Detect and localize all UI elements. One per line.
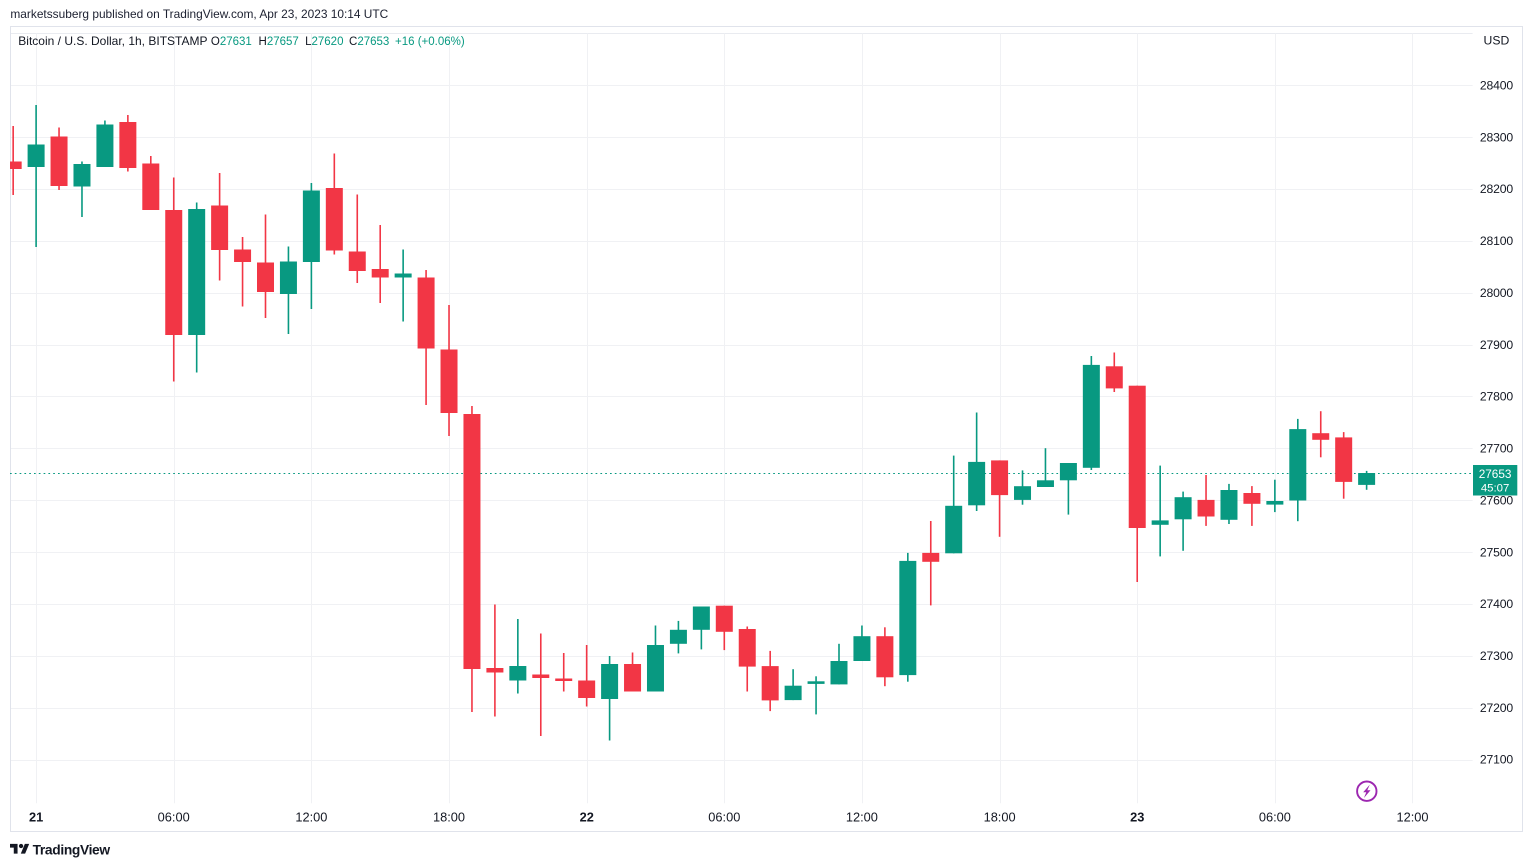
svg-text:27653: 27653 — [1479, 467, 1512, 481]
svg-text:27700: 27700 — [1480, 442, 1514, 456]
svg-text:23: 23 — [1130, 810, 1144, 825]
svg-text:06:00: 06:00 — [708, 810, 740, 825]
svg-text:28100: 28100 — [1480, 234, 1514, 248]
svg-text:27100: 27100 — [1480, 753, 1514, 767]
svg-text:18:00: 18:00 — [433, 810, 465, 825]
svg-text:USD: USD — [1484, 34, 1510, 48]
svg-text:O27631: O27631 — [211, 36, 252, 48]
svg-text:21: 21 — [29, 810, 43, 825]
svg-text:12:00: 12:00 — [295, 810, 327, 825]
svg-text:27900: 27900 — [1480, 338, 1514, 352]
svg-text:marketssuberg published on Tra: marketssuberg published on TradingView.c… — [10, 7, 388, 21]
svg-text:27800: 27800 — [1480, 390, 1514, 404]
svg-text:27500: 27500 — [1480, 545, 1514, 559]
svg-text:28300: 28300 — [1480, 130, 1514, 144]
svg-text:TradingView: TradingView — [33, 842, 111, 857]
svg-text:28400: 28400 — [1480, 79, 1514, 93]
svg-text:18:00: 18:00 — [984, 810, 1016, 825]
svg-text:L27620: L27620 — [305, 36, 343, 48]
svg-text:Bitcoin / U.S. Dollar, 1h, BIT: Bitcoin / U.S. Dollar, 1h, BITSTAMP — [18, 34, 207, 48]
svg-text:45:07: 45:07 — [1481, 483, 1510, 495]
svg-text:06:00: 06:00 — [158, 810, 190, 825]
svg-text:C27653: C27653 — [349, 36, 389, 48]
svg-text:27400: 27400 — [1480, 597, 1514, 611]
svg-text:27200: 27200 — [1480, 701, 1514, 715]
svg-text:27300: 27300 — [1480, 649, 1514, 663]
svg-text:12:00: 12:00 — [846, 810, 878, 825]
svg-text:12:00: 12:00 — [1396, 810, 1428, 825]
svg-text:22: 22 — [580, 810, 594, 825]
svg-text:27600: 27600 — [1480, 493, 1514, 507]
svg-text:28200: 28200 — [1480, 182, 1514, 196]
svg-text:28000: 28000 — [1480, 286, 1514, 300]
svg-text:H27657: H27657 — [259, 36, 299, 48]
svg-text:+16 (+0.06%): +16 (+0.06%) — [395, 36, 465, 48]
svg-text:06:00: 06:00 — [1259, 810, 1291, 825]
